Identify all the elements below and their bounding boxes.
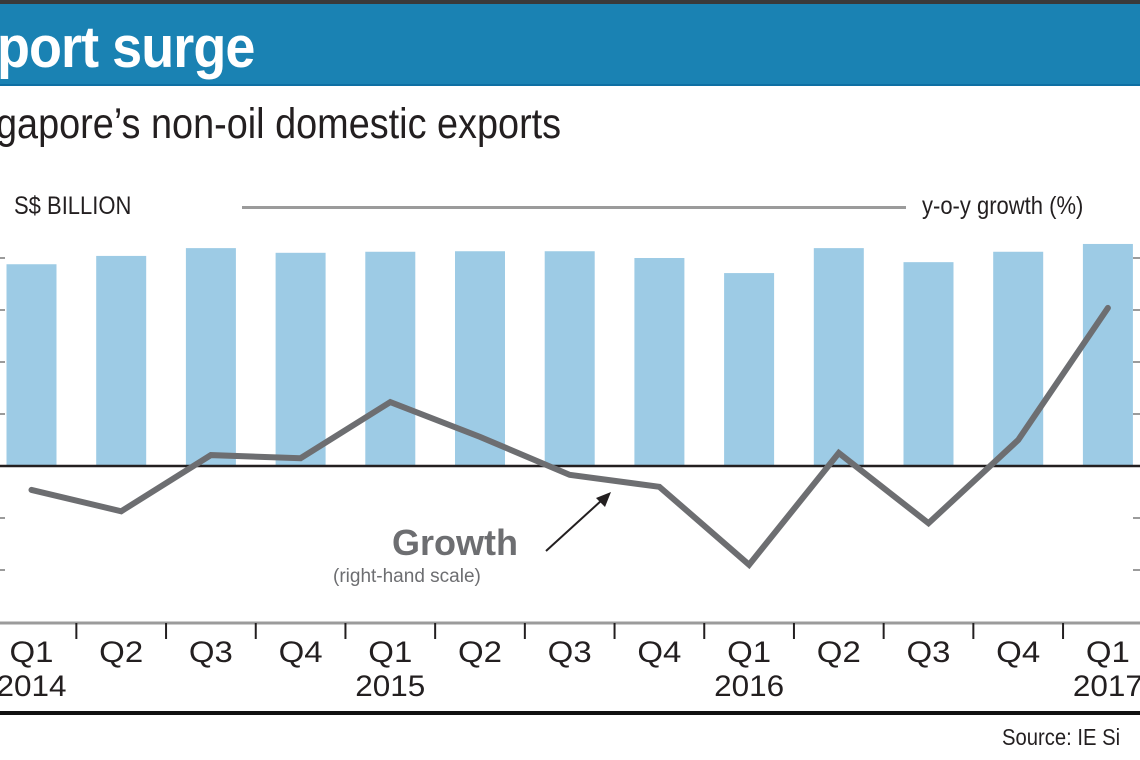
x-year-label: 2016 xyxy=(714,670,784,703)
chart-subtitle: gapore’s non-oil domestic exports xyxy=(0,100,562,148)
x-tick-label: Q2 xyxy=(99,636,143,669)
bar-11 xyxy=(993,251,1044,466)
x-year-label: 2015 xyxy=(355,670,425,703)
chart-title: port surge xyxy=(0,15,255,80)
legend-rule xyxy=(242,206,906,209)
source-note: Source: IE Si xyxy=(1002,724,1121,750)
right-axis-label: y-o-y growth (%) xyxy=(922,192,1084,220)
x-tick-label: Q1 xyxy=(10,636,54,669)
bar-0 xyxy=(6,264,57,466)
bar-3 xyxy=(275,252,326,466)
x-tick-label: Q2 xyxy=(817,636,861,669)
growth-annotation-label: Growth xyxy=(392,522,518,563)
growth-annotation-sublabel: (right-hand scale) xyxy=(333,566,481,587)
bar-10 xyxy=(903,262,954,466)
bar-2 xyxy=(185,248,236,466)
x-tick-label: Q1 xyxy=(368,636,412,669)
x-tick-label: Q3 xyxy=(907,636,951,669)
left-axis-label: S$ BILLION xyxy=(14,192,132,220)
bar-9 xyxy=(813,248,864,466)
x-tick-label: Q3 xyxy=(548,636,592,669)
bar-7 xyxy=(634,258,685,466)
bar-4 xyxy=(365,251,416,466)
bar-12 xyxy=(1082,243,1133,466)
annotation-arrowhead xyxy=(596,492,611,507)
chart-header: port surge xyxy=(0,4,1140,86)
bar-8 xyxy=(724,273,775,466)
annotation-arrow xyxy=(545,499,603,552)
x-year-label: 2017 xyxy=(1073,670,1140,703)
x-tick-label: Q2 xyxy=(458,636,502,669)
x-year-label: 2014 xyxy=(0,670,67,703)
x-tick-label: Q4 xyxy=(637,636,681,669)
top-border xyxy=(0,0,1140,4)
x-tick-label: Q1 xyxy=(1086,636,1130,669)
x-tick-label: Q4 xyxy=(996,636,1040,669)
bottom-rule xyxy=(0,711,1140,715)
x-tick-label: Q1 xyxy=(727,636,771,669)
bar-1 xyxy=(96,255,147,466)
bar-6 xyxy=(544,251,595,466)
x-tick-label: Q4 xyxy=(279,636,323,669)
x-tick-label: Q3 xyxy=(189,636,233,669)
